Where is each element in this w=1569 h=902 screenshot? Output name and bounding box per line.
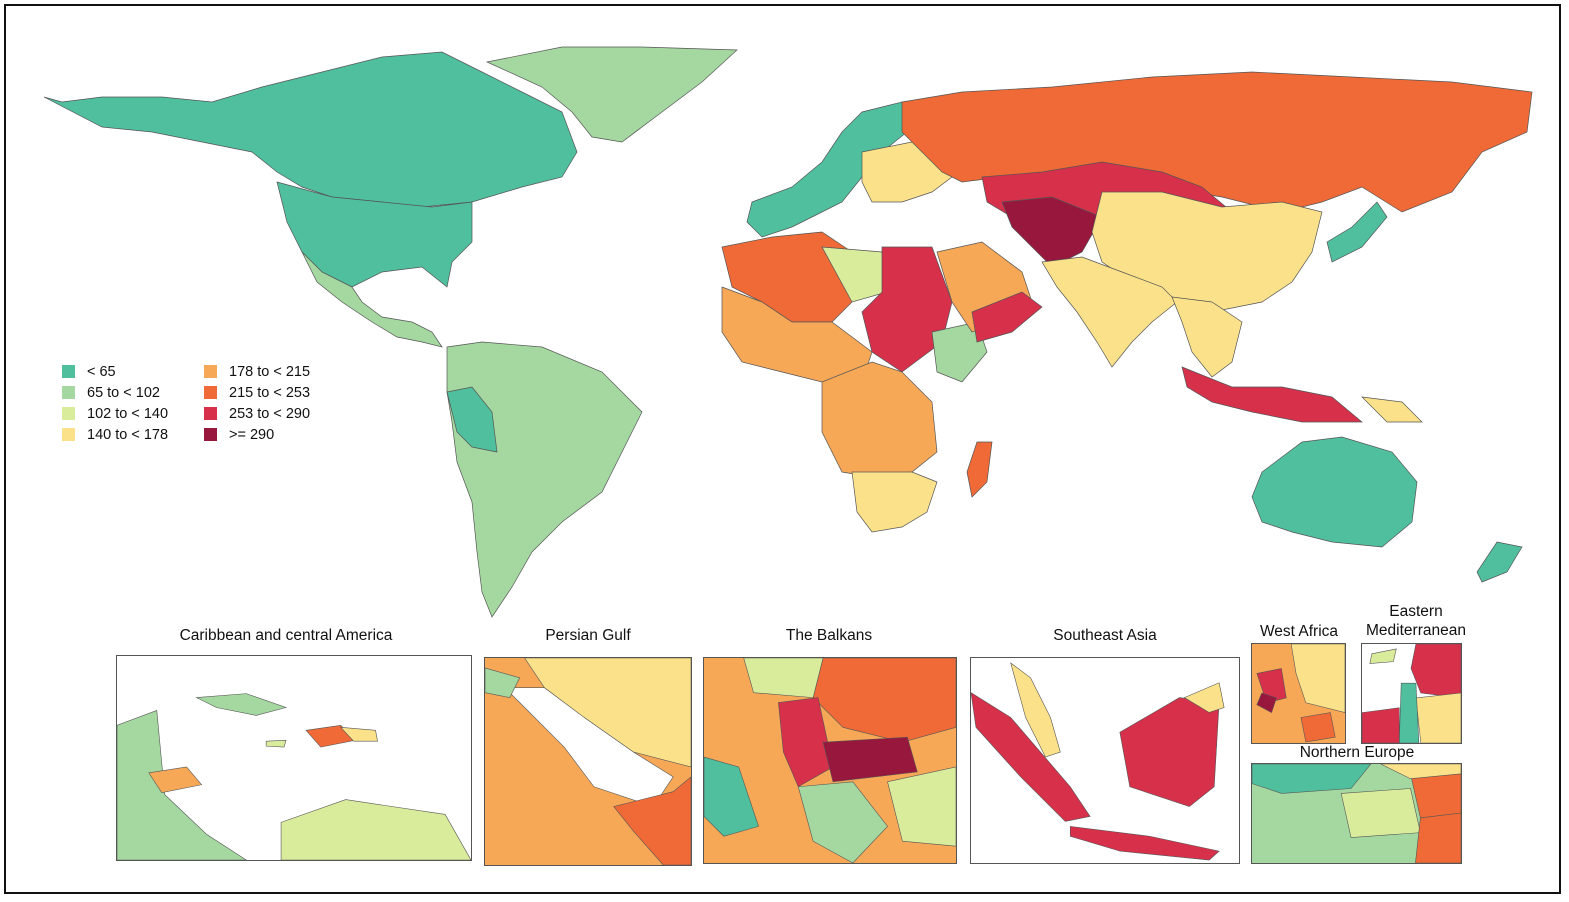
- legend-swatch: [62, 428, 75, 441]
- inset-title-west-africa: West Africa: [1259, 623, 1339, 640]
- legend-item: < 65: [62, 363, 204, 380]
- inset-title-caribbean: Caribbean and central America: [179, 627, 393, 644]
- turkey-region: [887, 766, 956, 847]
- papua-region: [1361, 396, 1423, 423]
- legend-item: 65 to < 102: [62, 384, 204, 401]
- denmark-sweden-region: [1252, 764, 1372, 794]
- southern-africa-region: [851, 471, 938, 533]
- legend-swatch: [204, 386, 217, 399]
- legend-swatch: [62, 386, 75, 399]
- legend-swatch: [204, 365, 217, 378]
- legend-item: >= 290: [204, 426, 364, 443]
- inset-title-persian-gulf: Persian Gulf: [545, 627, 631, 644]
- inset-map-southeast-asia: [970, 657, 1240, 864]
- inset-map-northern-europe: [1251, 763, 1462, 864]
- legend-label: < 65: [87, 363, 116, 380]
- central-africa-region: [821, 361, 938, 478]
- liberia-region: [1300, 712, 1336, 743]
- legend: < 65 178 to < 215 65 to < 102 215 to < 253 1…: [62, 363, 364, 443]
- japan-region: [1326, 201, 1388, 263]
- serbia-region: [778, 697, 834, 788]
- hungary-region: [743, 658, 824, 698]
- legend-swatch: [62, 407, 75, 420]
- indonesia-region: [1181, 366, 1363, 423]
- greenland-region: [485, 46, 738, 143]
- madagascar-region: [966, 441, 993, 498]
- baltic-region: [1380, 764, 1461, 780]
- legend-label: 253 to < 290: [229, 405, 311, 422]
- legend-swatch: [204, 428, 217, 441]
- oman-region: [613, 776, 691, 865]
- inset-title-balkans: The Balkans: [785, 627, 873, 644]
- borneo-region: [1119, 697, 1220, 807]
- ukraine-region: [1415, 812, 1461, 863]
- mexico-region: [301, 251, 443, 348]
- legend-item: 253 to < 290: [204, 405, 364, 422]
- sumatra-region: [971, 692, 1091, 822]
- greece-region: [797, 781, 888, 863]
- world-map: [43, 46, 1533, 618]
- north-africa-region: [721, 231, 853, 323]
- central-america-region: [117, 710, 247, 860]
- inset-title-northern-europe: Northern Europe: [1299, 744, 1415, 761]
- legend-swatch: [62, 365, 75, 378]
- sabah-region: [1183, 682, 1225, 713]
- new-zealand-region: [1476, 541, 1523, 583]
- malay-peninsula-region: [1010, 662, 1061, 758]
- legend-label: 65 to < 102: [87, 384, 160, 401]
- australia-region: [1251, 436, 1418, 548]
- legend-item: 140 to < 178: [62, 426, 204, 443]
- figure-frame: < 65 178 to < 215 65 to < 102 215 to < 253 1…: [4, 4, 1561, 894]
- israel-region: [1398, 682, 1420, 743]
- legend-item: 102 to < 140: [62, 405, 204, 422]
- syria-region: [1410, 644, 1461, 699]
- legend-label: >= 290: [229, 426, 275, 443]
- cyprus-region: [1369, 648, 1397, 664]
- poland-region: [1340, 788, 1421, 838]
- legend-label: 215 to < 253: [229, 384, 311, 401]
- sierra-leone-region: [1256, 692, 1277, 714]
- egypt-sinai-region: [1362, 707, 1400, 743]
- legend-label: 178 to < 215: [229, 363, 311, 380]
- canada-region: [43, 51, 578, 208]
- colombia-venezuela-region: [280, 799, 471, 860]
- south-america-region: [446, 341, 643, 618]
- india-region: [1041, 256, 1178, 368]
- bulgaria-region: [822, 736, 918, 783]
- gulf-water: [504, 687, 674, 807]
- hispaniola-east-region: [339, 726, 378, 742]
- legend-item: 215 to < 253: [204, 384, 364, 401]
- inset-map-west-africa: [1251, 643, 1346, 744]
- jordan-region: [1415, 692, 1461, 743]
- inset-map-balkans: [703, 657, 957, 864]
- legend-item: 178 to < 215: [204, 363, 364, 380]
- inset-map-caribbean: [116, 655, 472, 861]
- legend-swatch: [204, 407, 217, 420]
- inset-map-eastern-mediterranean: [1361, 643, 1462, 744]
- italy-region: [704, 756, 759, 837]
- peru-region: [446, 386, 498, 453]
- kuwait-region: [485, 667, 521, 698]
- honduras-region: [148, 766, 203, 793]
- inset-title-eastern-mediterranean: Eastern Mediterranean: [1366, 603, 1466, 639]
- cuba-region: [195, 693, 288, 716]
- yemen-oman-region: [971, 291, 1043, 343]
- mali-region: [1290, 644, 1345, 713]
- legend-label: 140 to < 178: [87, 426, 169, 443]
- inset-map-persian-gulf: [484, 657, 692, 866]
- legend-label: 102 to < 140: [87, 405, 169, 422]
- java-region: [1069, 826, 1220, 861]
- jamaica-region: [265, 739, 287, 748]
- inset-title-southeast-asia: Southeast Asia: [1053, 627, 1157, 644]
- southeast-mainland-region: [1171, 296, 1243, 378]
